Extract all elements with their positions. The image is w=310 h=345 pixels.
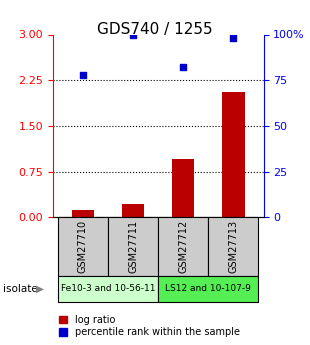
- Text: GDS740 / 1255: GDS740 / 1255: [97, 22, 213, 37]
- Bar: [58, 217, 108, 276]
- Legend: log ratio, percentile rank within the sample: log ratio, percentile rank within the sa…: [58, 314, 241, 338]
- Point: [131, 32, 135, 37]
- Point: [181, 65, 186, 70]
- Text: isolate: isolate: [3, 284, 38, 294]
- Bar: [108, 217, 158, 276]
- Bar: [208, 217, 259, 276]
- Text: GSM27710: GSM27710: [78, 220, 88, 273]
- Point: [231, 36, 236, 41]
- Point: [80, 72, 85, 78]
- Bar: [222, 92, 245, 217]
- Bar: [172, 159, 194, 217]
- Text: GSM27712: GSM27712: [178, 220, 188, 273]
- Text: Fe10-3 and 10-56-11: Fe10-3 and 10-56-11: [61, 284, 155, 294]
- Bar: [122, 204, 144, 217]
- Bar: [72, 210, 94, 217]
- Bar: [58, 276, 158, 302]
- Text: ▶: ▶: [36, 284, 44, 294]
- Bar: [158, 217, 208, 276]
- Bar: [158, 276, 259, 302]
- Text: LS12 and 10-107-9: LS12 and 10-107-9: [165, 284, 251, 294]
- Text: GSM27711: GSM27711: [128, 220, 138, 273]
- Text: GSM27713: GSM27713: [228, 220, 238, 273]
